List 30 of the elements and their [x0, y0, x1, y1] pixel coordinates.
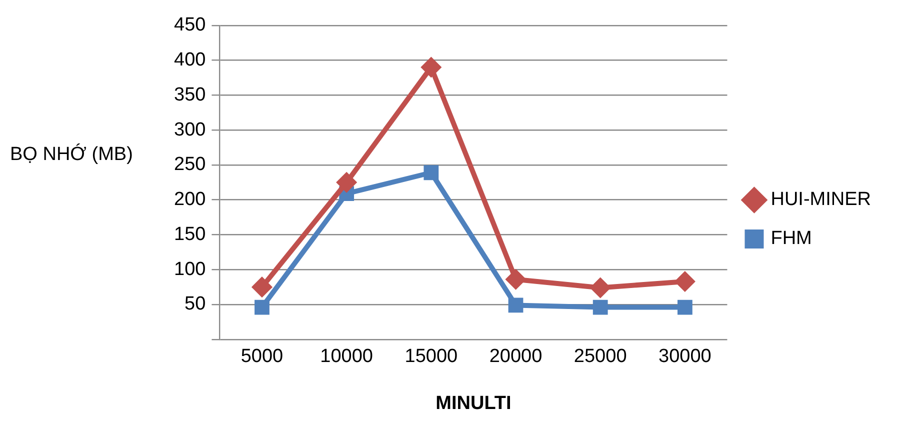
- point: [508, 298, 524, 313]
- point: [252, 278, 272, 297]
- point: [590, 278, 610, 298]
- x-tick-label: 5000: [240, 346, 284, 368]
- y-tick-label: 250: [174, 154, 206, 176]
- legend-label: HUI-MINER: [770, 189, 872, 210]
- point: [424, 165, 439, 180]
- point: [677, 300, 692, 315]
- point: [254, 300, 270, 315]
- y-tick-label: 300: [174, 119, 206, 140]
- y-axis-title: BỌ NHỚ (MB): [10, 143, 133, 166]
- y-tick-label: 400: [174, 50, 206, 71]
- x-axis-title: MINULTI: [436, 392, 512, 414]
- point: [592, 300, 608, 315]
- y-tick-label: 100: [174, 258, 206, 280]
- point: [506, 270, 526, 289]
- x-tick-label: 20000: [489, 346, 542, 368]
- y-tick-label: 50: [184, 294, 206, 315]
- y-tick-label: 150: [174, 224, 206, 245]
- x-tick-label: 25000: [574, 346, 627, 368]
- x-tick-label: 30000: [658, 346, 712, 368]
- point: [675, 272, 694, 291]
- y-tick-label: 200: [174, 189, 206, 210]
- x-tick-label: 10000: [320, 346, 374, 368]
- y-tick-label: 350: [174, 84, 206, 106]
- y-tick-label: 450: [174, 14, 206, 36]
- x-tick-label: 15000: [404, 346, 458, 368]
- legend-label: FHM: [770, 228, 812, 250]
- point: [337, 172, 356, 192]
- point: [422, 58, 441, 77]
